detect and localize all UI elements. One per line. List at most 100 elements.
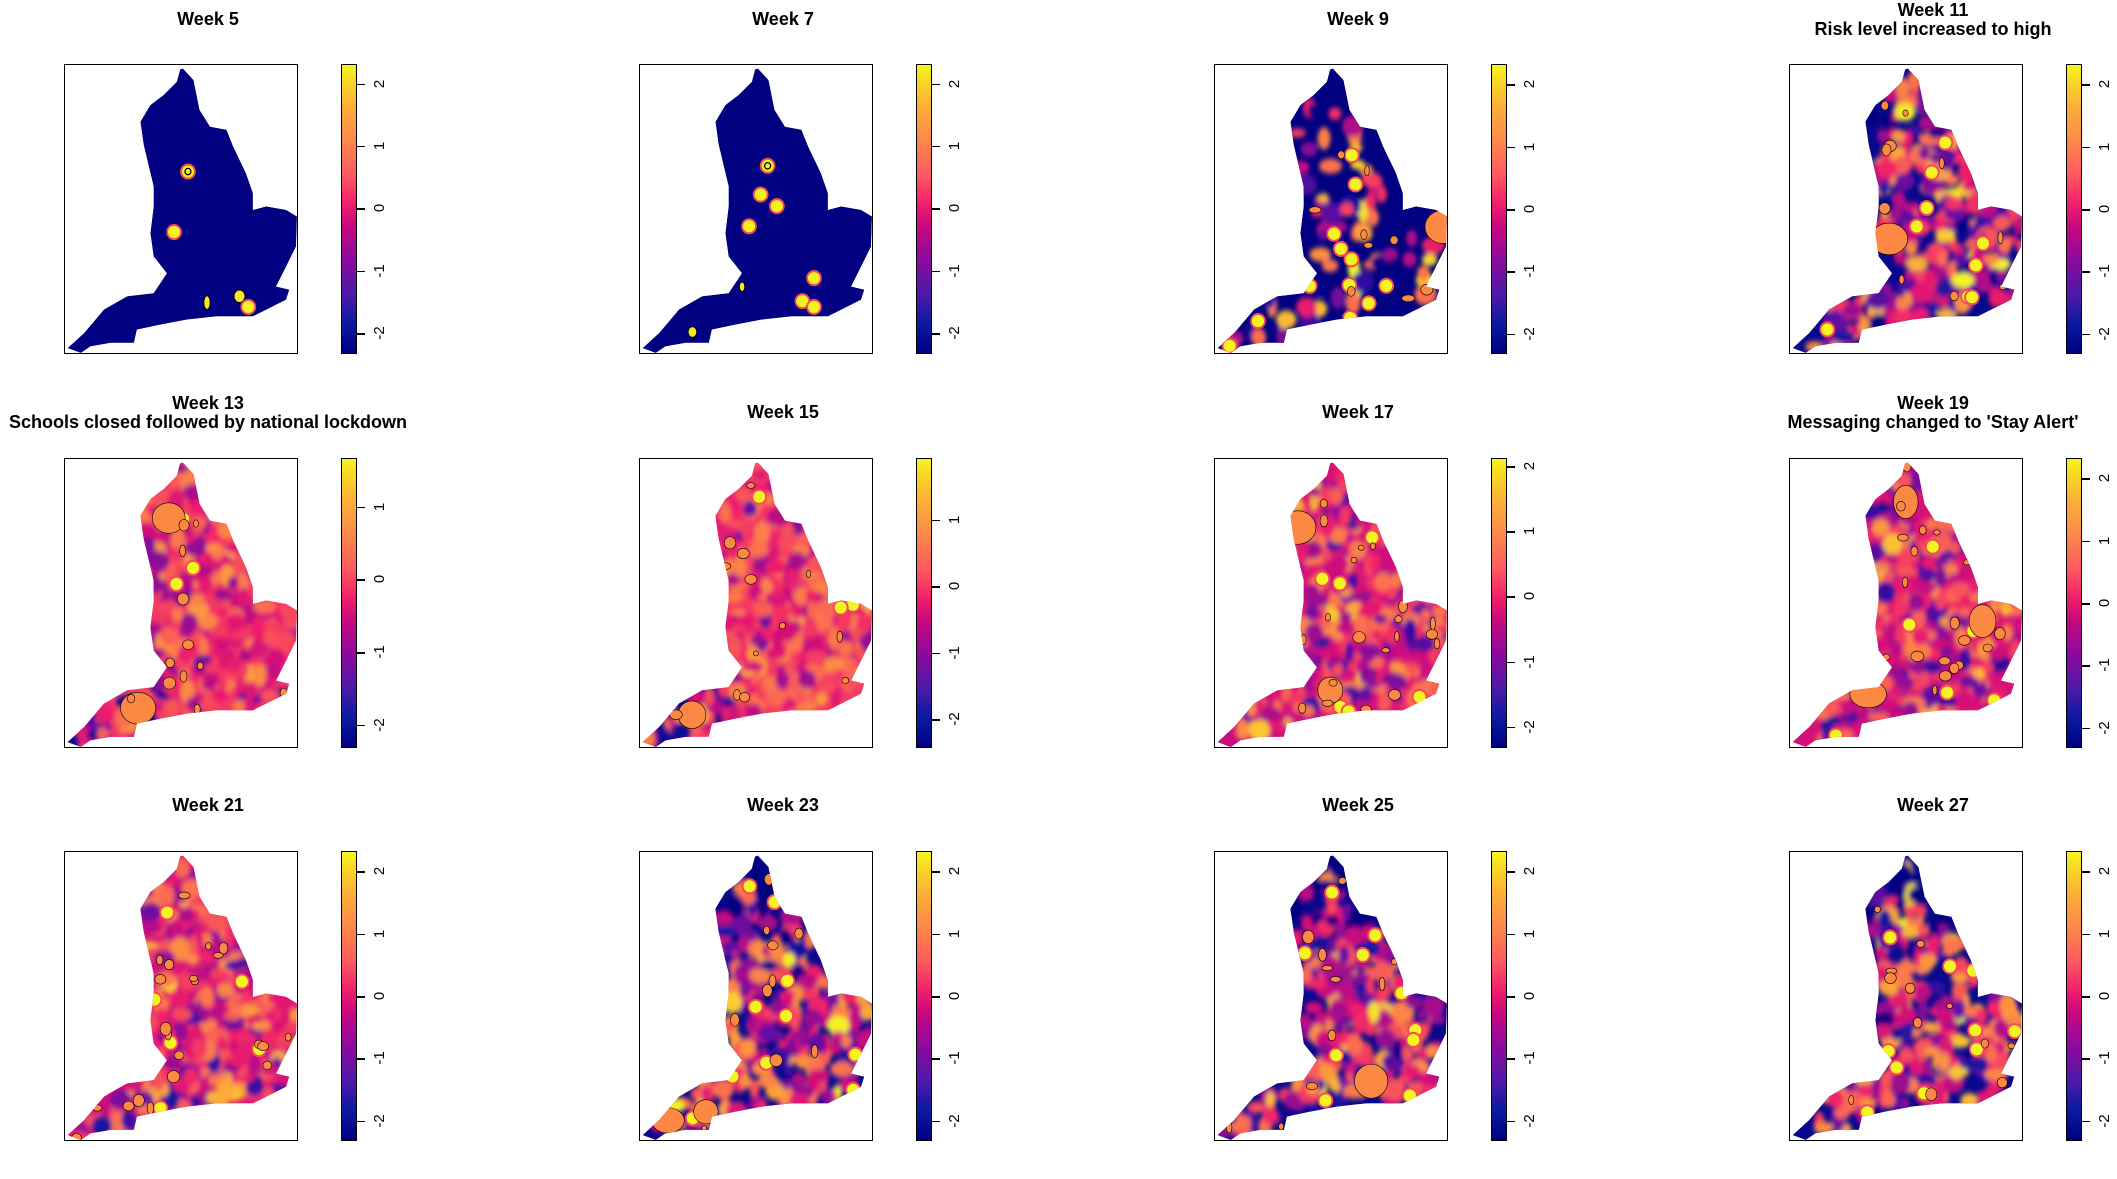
risk-cell bbox=[1385, 1078, 1405, 1102]
risk-cell bbox=[1255, 697, 1265, 717]
significance-contour bbox=[1338, 151, 1345, 159]
risk-cell bbox=[1881, 113, 1893, 130]
significance-contour bbox=[258, 1042, 269, 1051]
colorbar-tick bbox=[932, 208, 940, 210]
colorbar bbox=[2066, 64, 2082, 354]
significance-contour bbox=[180, 671, 187, 683]
risk-cell bbox=[1949, 541, 1960, 554]
risk-cell bbox=[815, 692, 827, 707]
colorbar bbox=[916, 851, 932, 1141]
risk-cell bbox=[1947, 260, 1958, 277]
risk-cell bbox=[2012, 613, 2022, 628]
significance-contour bbox=[183, 640, 194, 650]
risk-cell bbox=[1962, 181, 1978, 192]
risk-cell bbox=[1296, 1014, 1312, 1028]
risk-cell bbox=[159, 626, 179, 647]
risk-cell bbox=[1434, 623, 1447, 633]
risk-cell bbox=[169, 989, 189, 1010]
significance-contour bbox=[1879, 203, 1890, 215]
risk-cell bbox=[783, 952, 796, 967]
significance-contour bbox=[694, 1100, 719, 1124]
risk-cell bbox=[1354, 516, 1366, 528]
risk-cell bbox=[260, 689, 279, 701]
colorbar-tick bbox=[2082, 146, 2090, 149]
colorbar-tick bbox=[1507, 466, 1515, 468]
risk-cell bbox=[1868, 313, 1890, 336]
colorbar-tick bbox=[932, 871, 940, 873]
colorbar-tick bbox=[1507, 596, 1515, 598]
significance-contour bbox=[2008, 1043, 2015, 1049]
significance-contour bbox=[160, 1022, 171, 1035]
significance-contour bbox=[1902, 577, 1908, 587]
significance-contour bbox=[1874, 906, 1880, 912]
risk-cell bbox=[249, 639, 268, 659]
risk-cell bbox=[1347, 573, 1359, 589]
risk-cell bbox=[1421, 253, 1438, 266]
colorbar-tick-label: -2 bbox=[2096, 1114, 2113, 1128]
colorbar bbox=[341, 458, 357, 748]
significance-contour bbox=[1382, 648, 1390, 653]
significance-contour bbox=[1903, 110, 1909, 116]
colorbar-tick-label: -1 bbox=[2096, 1051, 2113, 1066]
risk-cell bbox=[1935, 923, 1949, 933]
hotspot-core bbox=[154, 1102, 167, 1115]
colorbar-tick-label: 1 bbox=[2096, 142, 2113, 151]
risk-cell bbox=[850, 627, 864, 641]
panel-title: Week 27 bbox=[1897, 795, 1969, 815]
significance-contour bbox=[197, 662, 203, 669]
risk-cell bbox=[244, 695, 254, 719]
colorbar-tick bbox=[1507, 1058, 1515, 1060]
risk-cell bbox=[1308, 937, 1330, 952]
hotspot-core bbox=[148, 993, 161, 1006]
heatmap-england bbox=[64, 851, 298, 1141]
hotspot-core bbox=[743, 220, 756, 233]
significance-contour bbox=[1325, 613, 1330, 621]
significance-contour bbox=[189, 975, 197, 981]
risk-cell bbox=[1875, 581, 1896, 604]
significance-contour bbox=[180, 545, 186, 557]
significance-contour bbox=[1934, 530, 1940, 535]
risk-cell bbox=[732, 555, 747, 577]
significance-contour bbox=[147, 1102, 153, 1115]
risk-cell bbox=[1914, 580, 1937, 595]
hotspot-core bbox=[1884, 931, 1897, 944]
heatmap-england bbox=[1214, 851, 1448, 1141]
hotspot-core bbox=[807, 300, 821, 313]
risk-cell bbox=[1999, 599, 2013, 617]
colorbar-tick-label: -1 bbox=[2096, 658, 2113, 673]
risk-cell bbox=[171, 921, 182, 940]
risk-cell bbox=[1283, 1091, 1300, 1110]
risk-cell bbox=[1933, 517, 1956, 531]
risk-cell bbox=[664, 732, 684, 744]
colorbar-tick-label: 0 bbox=[1521, 991, 1538, 1001]
colorbar-tick-label: 0 bbox=[2096, 991, 2113, 1001]
risk-cell bbox=[1937, 629, 1951, 642]
significance-contour bbox=[155, 974, 166, 984]
colorbar-tick-label: 2 bbox=[946, 79, 963, 88]
colorbar-tick-label: -2 bbox=[946, 712, 963, 726]
risk-cell bbox=[1265, 1091, 1276, 1110]
hotspot-core bbox=[770, 200, 783, 213]
colorbar bbox=[916, 64, 932, 354]
significance-contour bbox=[747, 483, 755, 489]
colorbar-tick bbox=[357, 270, 365, 273]
risk-cell bbox=[1882, 86, 1897, 102]
hotspot-core bbox=[1926, 540, 1939, 553]
significance-contour bbox=[1899, 275, 1904, 284]
risk-cell bbox=[1251, 327, 1267, 348]
hotspot-core bbox=[1345, 253, 1358, 266]
significance-contour bbox=[1997, 1078, 2007, 1088]
risk-cell bbox=[1927, 934, 1939, 956]
risk-cell bbox=[794, 689, 807, 705]
risk-cell bbox=[779, 1090, 790, 1105]
colorbar-tick bbox=[932, 996, 940, 998]
colorbar-tick bbox=[932, 719, 940, 721]
risk-cell bbox=[719, 501, 731, 523]
colorbar-tick-label: -2 bbox=[371, 1114, 388, 1128]
risk-cell bbox=[1950, 969, 1971, 983]
risk-cell bbox=[1902, 701, 1919, 720]
significance-contour bbox=[1329, 679, 1337, 686]
colorbar-tick bbox=[2082, 603, 2090, 605]
panel-subtitle: Schools closed followed by national lock… bbox=[8, 412, 408, 432]
risk-cell bbox=[202, 675, 217, 692]
